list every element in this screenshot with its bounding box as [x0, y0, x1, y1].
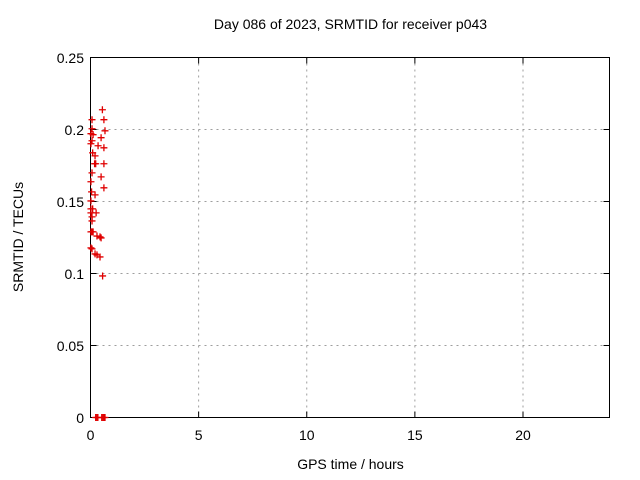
- plus-marker-icon: [97, 173, 105, 181]
- plus-marker-icon: [101, 414, 109, 421]
- plus-marker-icon: [89, 205, 97, 213]
- plus-marker-icon: [96, 253, 104, 261]
- y-tick-label: 0.1: [64, 265, 84, 282]
- plus-marker-icon: [100, 144, 108, 152]
- plus-marker-icon: [100, 160, 108, 168]
- plus-marker-icon: [97, 234, 105, 242]
- x-tick-label: 15: [407, 427, 423, 443]
- y-tick-label: 0: [76, 409, 84, 426]
- plus-marker-icon: [88, 125, 96, 133]
- plus-marker-icon: [88, 188, 96, 196]
- plus-marker-icon: [96, 233, 104, 241]
- plus-marker-icon: [87, 178, 95, 186]
- plus-marker-icon: [88, 245, 96, 253]
- plus-marker-icon: [89, 131, 97, 139]
- plus-marker-icon: [91, 152, 99, 160]
- plus-marker-icon: [100, 116, 108, 124]
- plus-marker-icon: [89, 228, 97, 236]
- y-tick-label: 0.25: [56, 49, 84, 66]
- y-tick-label: 0.15: [56, 193, 84, 210]
- plus-marker-icon: [93, 232, 101, 240]
- x-tick-label: 10: [298, 427, 315, 443]
- plus-marker-icon: [87, 197, 95, 205]
- plus-marker-icon: [87, 140, 95, 148]
- plus-marker-icon: [101, 127, 109, 135]
- y-tick-label: 0.05: [56, 337, 84, 354]
- plus-marker-icon: [99, 272, 107, 280]
- x-tick-label: 5: [194, 427, 203, 443]
- y-tick-label: 0.2: [64, 121, 84, 138]
- x-tick-label: 20: [515, 427, 531, 443]
- plus-marker-icon: [100, 184, 108, 192]
- plus-marker-icon: [88, 217, 96, 225]
- plus-marker-icon: [97, 134, 105, 142]
- plus-marker-icon: [92, 209, 100, 217]
- chart-title: Day 086 of 2023, SRMTID for receiver p04…: [213, 16, 488, 32]
- x-tick-label: 0: [86, 427, 95, 443]
- plus-marker-icon: [88, 137, 96, 145]
- x-axis-label: GPS time / hours: [297, 456, 404, 472]
- plus-marker-icon: [92, 160, 100, 168]
- plus-marker-icon: [88, 116, 96, 124]
- data-points: [87, 106, 109, 421]
- plot-border: [90, 57, 610, 418]
- plus-marker-icon: [88, 169, 96, 177]
- plus-marker-icon: [91, 191, 99, 199]
- plus-marker-icon: [94, 142, 102, 150]
- plus-marker-icon: [87, 244, 95, 252]
- plus-marker-icon: [98, 106, 106, 114]
